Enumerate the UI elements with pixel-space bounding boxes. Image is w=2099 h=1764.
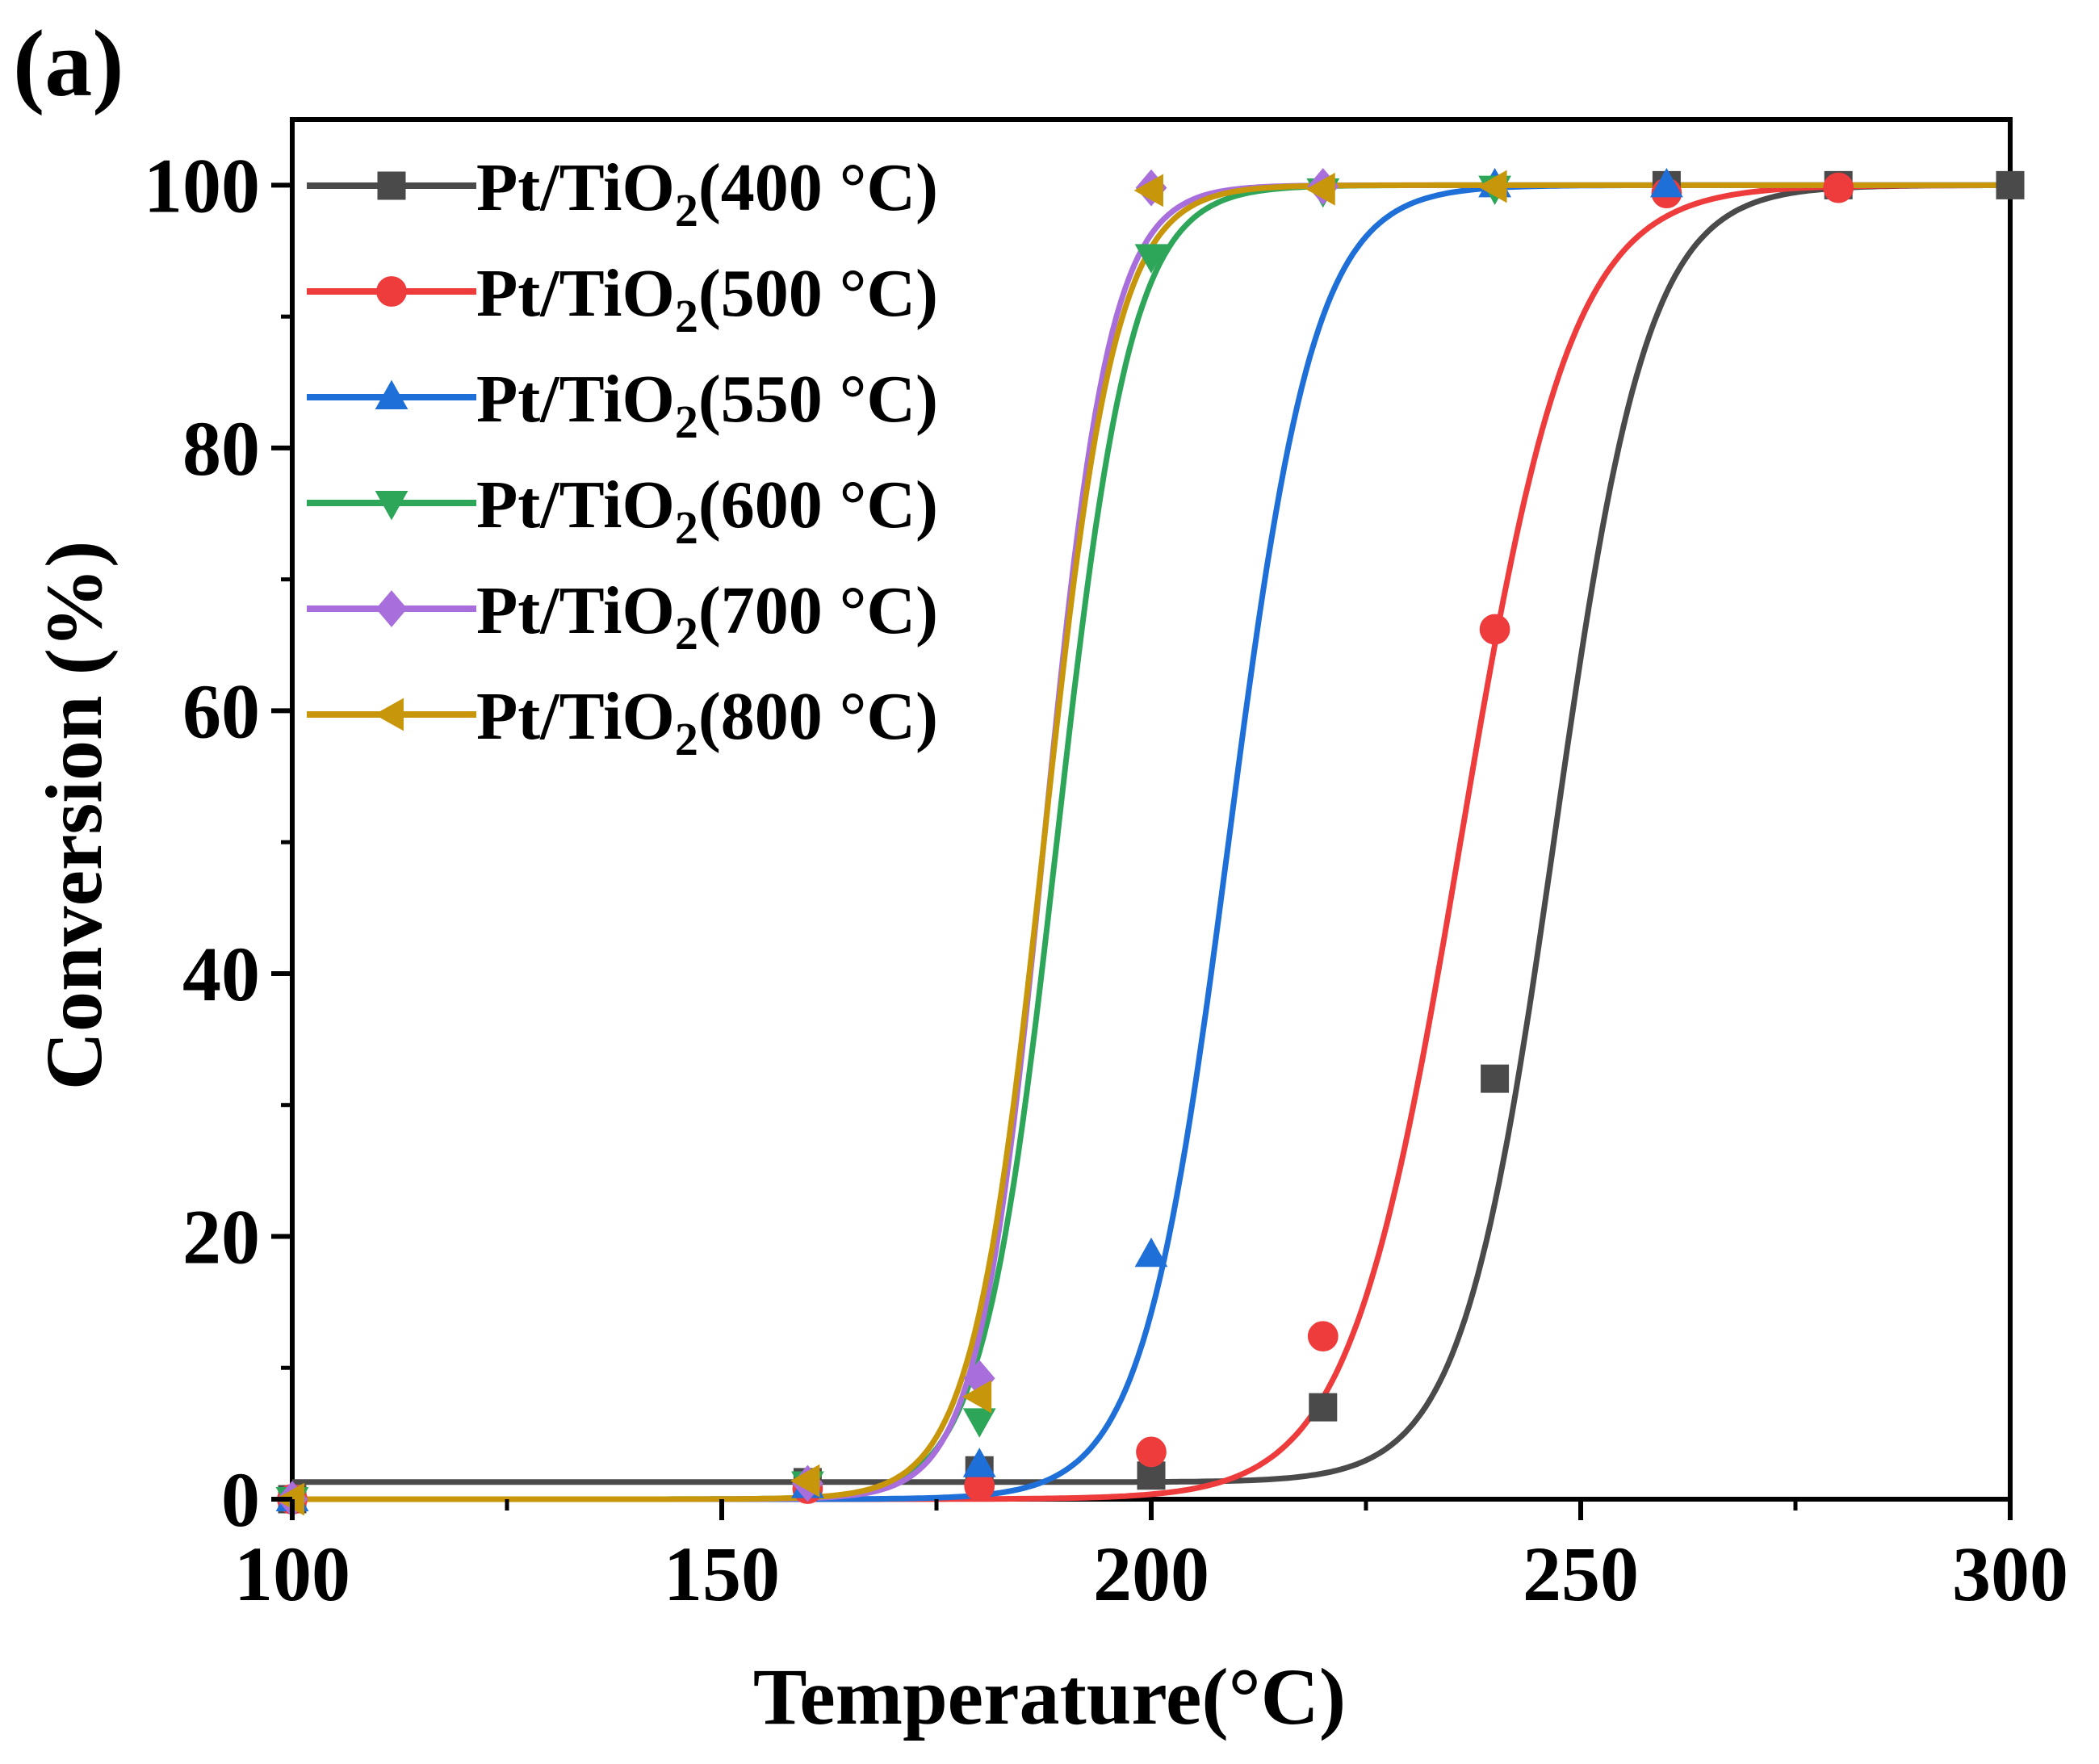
legend-label: Pt/TiO2(550 °C) — [476, 362, 938, 448]
data-point — [1309, 1393, 1338, 1422]
data-points — [274, 167, 2025, 1518]
data-point — [1305, 172, 1335, 206]
data-point — [1823, 172, 1854, 203]
data-point — [1477, 170, 1507, 203]
panel-label: (a) — [13, 10, 124, 116]
legend-label: Pt/TiO2(500 °C) — [476, 256, 938, 342]
x-axis: 100 150 200 250 300 — [234, 1499, 2068, 1617]
legend-marker — [375, 590, 408, 627]
x-axis-label: Temperature(°C) — [753, 1652, 1346, 1741]
x-tick-label: 100 — [234, 1531, 350, 1617]
data-point — [962, 1408, 996, 1438]
x-tick-label: 300 — [1952, 1531, 2068, 1617]
legend-marker — [374, 698, 404, 731]
legend-label: Pt/TiO2(800 °C) — [476, 679, 938, 765]
legend-marker — [375, 379, 408, 409]
legend-label: Pt/TiO2(600 °C) — [476, 467, 938, 554]
data-point — [962, 1380, 992, 1414]
data-point — [790, 1464, 820, 1498]
data-point — [1133, 174, 1163, 207]
legend-label: Pt/TiO2(700 °C) — [476, 573, 938, 660]
data-point — [1996, 170, 2025, 199]
legend-marker — [376, 276, 407, 307]
legend: Pt/TiO2(400 °C) Pt/TiO2(500 °C) Pt/TiO2(55… — [307, 150, 938, 765]
data-point — [1134, 244, 1168, 274]
y-axis: 0 20 40 60 80 100 — [144, 142, 292, 1543]
data-point — [1307, 1321, 1339, 1352]
data-point — [962, 1448, 996, 1477]
data-point — [1481, 1064, 1510, 1093]
data-point — [1479, 614, 1510, 645]
y-tick-label: 100 — [144, 142, 260, 228]
data-point — [1649, 167, 1683, 198]
y-tick-label: 40 — [182, 931, 260, 1017]
x-tick-label: 250 — [1523, 1531, 1639, 1617]
legend-marker — [377, 171, 406, 200]
fit-curves — [292, 182, 2010, 1502]
data-point — [1134, 1237, 1168, 1267]
legend-marker — [375, 491, 408, 521]
y-tick-label: 20 — [182, 1193, 260, 1280]
y-tick-label: 80 — [182, 405, 260, 492]
y-axis-label: Conversion (%) — [29, 541, 119, 1091]
y-tick-label: 60 — [182, 668, 260, 754]
y-tick-label: 0 — [221, 1456, 260, 1543]
legend-label: Pt/TiO2(400 °C) — [476, 150, 938, 237]
x-tick-label: 150 — [664, 1531, 780, 1617]
x-tick-label: 200 — [1093, 1531, 1209, 1617]
data-point — [1136, 1436, 1167, 1468]
